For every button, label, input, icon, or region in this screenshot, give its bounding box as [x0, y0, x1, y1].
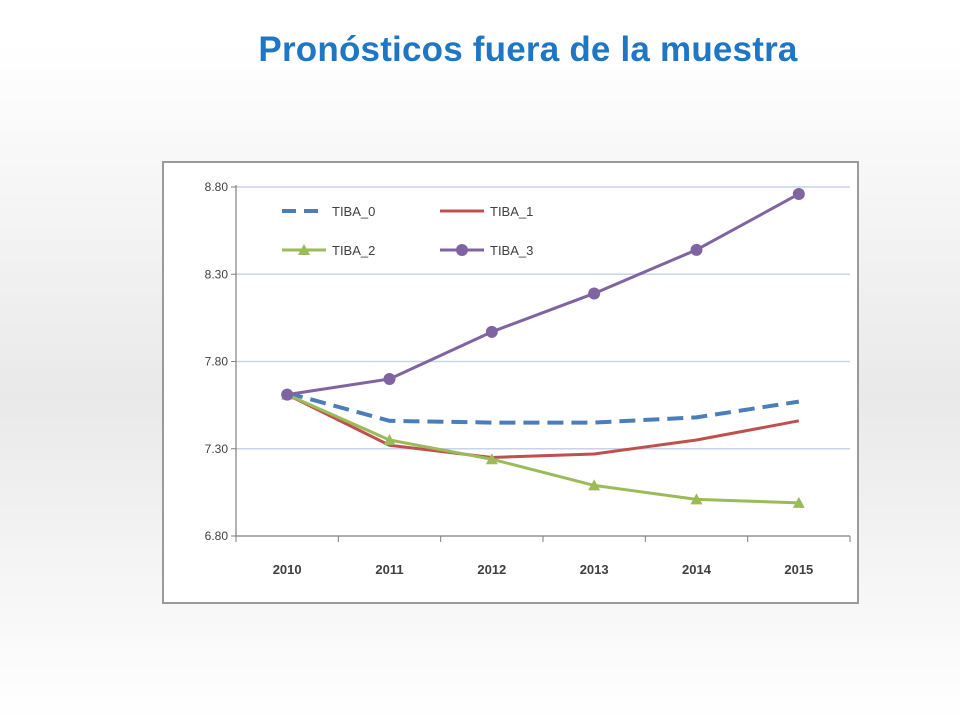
series-line-tiba_0 — [286, 390, 800, 425]
series-line-tiba_2 — [286, 393, 799, 505]
legend-label: TIBA_3 — [490, 243, 533, 258]
data-point-tiba_2 — [383, 434, 396, 446]
x-tick-label: 2015 — [784, 562, 813, 577]
chart-frame: 6.80 7.30 7.80 8.30 8.80 2010 2011 2012 2013 2014… — [162, 161, 859, 604]
gridlines — [236, 186, 850, 450]
series-lines — [281, 187, 805, 508]
data-point-tiba_3 — [281, 388, 294, 401]
x-tick-label: 2014 — [682, 562, 712, 577]
data-point-tiba_3 — [485, 325, 498, 338]
data-point-tiba_2 — [690, 493, 703, 505]
legend-marker — [298, 244, 310, 255]
data-point-tiba_2 — [588, 479, 601, 491]
x-tick-label: 2011 — [375, 562, 403, 577]
legend-label: TIBA_2 — [332, 243, 375, 258]
legend-marker — [456, 244, 468, 256]
data-point-tiba_3 — [792, 187, 805, 200]
y-tick-label: 7.30 — [205, 442, 229, 456]
x-tick-label: 2010 — [273, 562, 302, 577]
data-point-tiba_2 — [792, 496, 805, 508]
series-line-tiba_3 — [286, 192, 800, 397]
legend-label: TIBA_0 — [332, 204, 375, 219]
data-point-tiba_3 — [588, 287, 601, 300]
y-tick-label: 8.30 — [205, 267, 229, 281]
x-tick-label: 2012 — [477, 562, 506, 577]
x-tick-label: 2013 — [580, 562, 609, 577]
slide-title: Pronósticos fuera de la muestra — [258, 30, 798, 69]
axes: 6.80 7.30 7.80 8.30 8.80 2010 2011 2012 2013 2014… — [205, 180, 851, 577]
data-point-tiba_2 — [485, 453, 498, 465]
y-tick-label: 7.80 — [205, 355, 229, 369]
data-point-tiba_3 — [690, 243, 703, 256]
line-chart: 6.80 7.30 7.80 8.30 8.80 2010 2011 2012 2013 2014… — [205, 180, 851, 577]
y-tick-label: 8.80 — [205, 180, 229, 194]
data-point-tiba_3 — [383, 372, 396, 385]
series-line-tiba_1 — [286, 393, 800, 459]
y-tick-label: 6.80 — [205, 529, 229, 543]
legend: TIBA_0 TIBA_1 TIBA_2 TIBA_3 — [282, 204, 533, 258]
legend-label: TIBA_1 — [490, 204, 533, 219]
